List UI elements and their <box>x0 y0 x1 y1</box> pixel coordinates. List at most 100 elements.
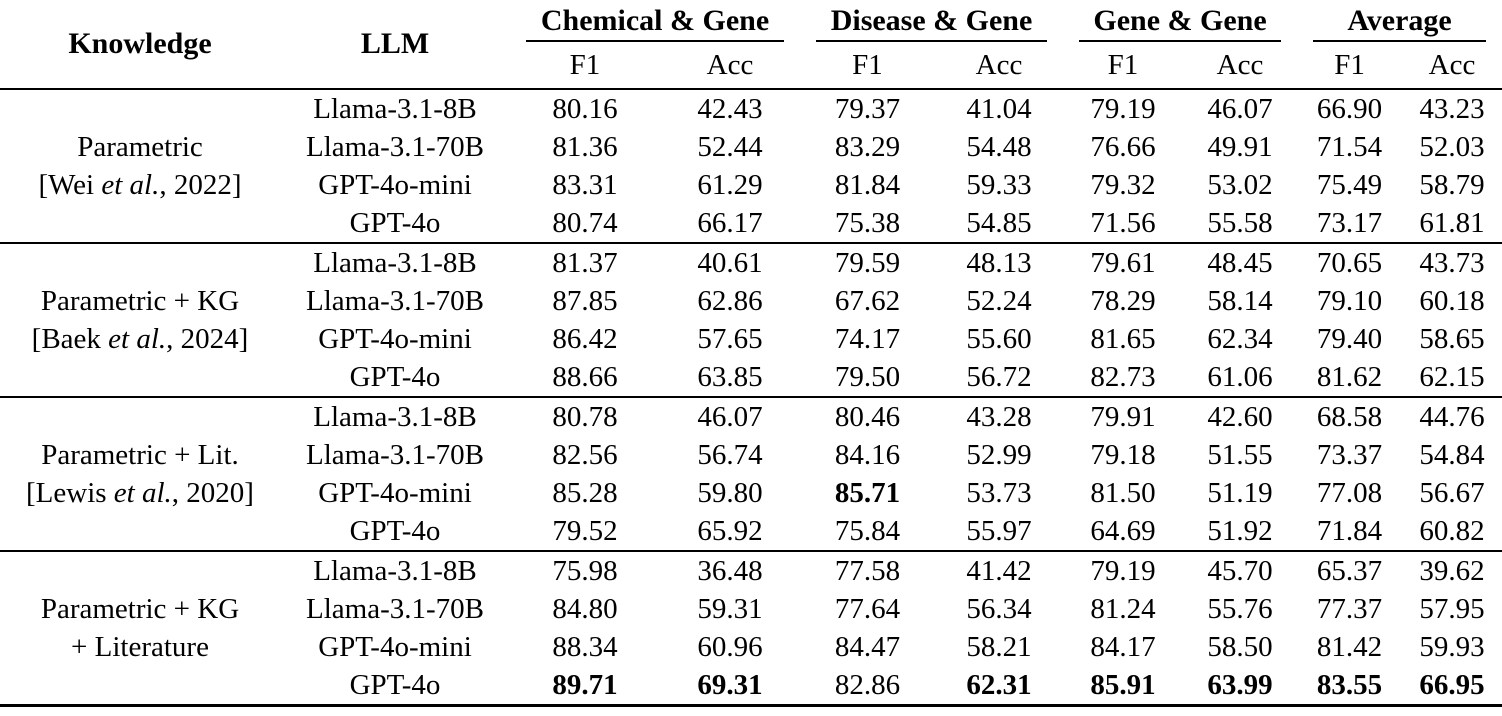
metric-value: 56.72 <box>966 360 1032 393</box>
table-row: Llama-3.1-70B 81.36 52.44 83.29 54.48 76.66 49… <box>0 128 1502 166</box>
metric-value: 79.52 <box>552 514 618 547</box>
col-header-knowledge: Knowledge <box>68 27 212 60</box>
metric-value: 79.19 <box>1090 92 1156 125</box>
llm-name: Llama-3.1-70B <box>306 130 484 163</box>
citation-suffix: , 2024] <box>166 323 249 355</box>
metric-value: 60.18 <box>1419 284 1485 317</box>
metric-value: 77.08 <box>1316 476 1383 509</box>
metric-value: 45.70 <box>1207 554 1273 587</box>
metric-value: 71.84 <box>1316 514 1383 547</box>
metric-value: 85.91 <box>1090 668 1156 701</box>
citation-et-al: et al. <box>108 323 167 355</box>
row-group-2: Parametric + Lit. [Lewis et al., 2020] Lla… <box>0 397 1502 551</box>
metric-value: 82.73 <box>1090 360 1156 393</box>
llm-name: GPT-4o <box>349 360 441 393</box>
llm-name: Llama-3.1-8B <box>313 554 477 587</box>
metric-value: 84.17 <box>1090 630 1156 663</box>
metric-value: 52.24 <box>966 284 1032 317</box>
metric-value: 81.24 <box>1090 592 1156 625</box>
row-group-1: Parametric + KG [Baek et al., 2024] Llama-… <box>0 243 1502 397</box>
metric-value: 55.58 <box>1207 206 1273 239</box>
citation-suffix: , 2022] <box>159 169 242 201</box>
metric-value: 84.80 <box>552 592 618 625</box>
metric-value: 54.85 <box>966 206 1032 239</box>
metric-value: 58.21 <box>966 630 1032 663</box>
citation-suffix: , 2020] <box>171 477 254 509</box>
cmidrule <box>1079 40 1282 42</box>
llm-name: GPT-4o-mini <box>318 168 472 201</box>
metric-value: 55.97 <box>966 514 1032 547</box>
knowledge-line2: + Literature <box>0 628 280 666</box>
metric-value: 64.69 <box>1090 514 1156 547</box>
table-row: Llama-3.1-70B 87.85 62.86 67.62 52.24 78.29 58… <box>0 282 1502 320</box>
table-row: Parametric + KG + Literature Llama-3.1-8B 7… <box>0 551 1502 663</box>
metric-value: 53.73 <box>966 476 1032 509</box>
metric-value: 67.62 <box>834 284 901 317</box>
metric-value: 56.67 <box>1419 476 1485 509</box>
metric-value: 82.56 <box>552 438 618 471</box>
metric-value: 61.29 <box>697 168 763 201</box>
group-header-row: Knowledge LLM Chemical & Gene Disease & … <box>0 0 1502 60</box>
group-header-disease-gene: Disease & Gene <box>800 0 1063 42</box>
metric-value: 62.86 <box>697 284 763 317</box>
subheader-acc: Acc <box>975 48 1023 81</box>
subheader-f1: F1 <box>1107 48 1139 81</box>
subheader-acc: Acc <box>1428 48 1476 81</box>
metric-value: 44.76 <box>1419 400 1485 433</box>
group-header-average: Average <box>1297 0 1502 42</box>
cmidrule <box>526 40 784 42</box>
metric-value: 46.07 <box>1207 92 1273 125</box>
table-row: GPT-4o 79.52 65.92 75.84 55.97 64.69 51.92 71.8… <box>0 512 1502 551</box>
metric-value: 54.84 <box>1419 438 1485 471</box>
table-row: GPT-4o 88.66 63.85 79.50 56.72 82.73 61.06 81.6… <box>0 358 1502 397</box>
metric-value: 62.34 <box>1207 322 1273 355</box>
metric-value: 77.64 <box>834 592 901 625</box>
subheader-acc: Acc <box>1216 48 1264 81</box>
metric-value: 88.34 <box>552 630 618 663</box>
subheader-f1: F1 <box>1334 48 1365 81</box>
metric-value: 58.65 <box>1419 322 1485 355</box>
metric-value: 40.61 <box>697 246 763 279</box>
metric-value: 79.18 <box>1090 438 1156 471</box>
metric-value: 81.62 <box>1316 360 1383 393</box>
llm-name: Llama-3.1-70B <box>306 284 484 317</box>
metric-value: 81.42 <box>1316 630 1383 663</box>
metric-value: 80.74 <box>552 206 618 239</box>
metric-value: 66.95 <box>1419 668 1485 701</box>
metric-value: 43.73 <box>1419 246 1485 279</box>
metric-value: 83.31 <box>552 168 618 201</box>
subheader-f1: F1 <box>852 48 883 81</box>
metric-value: 83.29 <box>834 130 901 163</box>
metric-value: 58.50 <box>1207 630 1273 663</box>
metric-value: 81.65 <box>1090 322 1156 355</box>
table-row: GPT-4o 89.71 69.31 82.86 62.31 85.91 63.99 83.5… <box>0 666 1502 706</box>
metric-value: 86.42 <box>552 322 618 355</box>
metric-value: 51.19 <box>1207 476 1273 509</box>
metric-value: 65.37 <box>1316 554 1383 587</box>
llm-name: GPT-4o-mini <box>318 476 472 509</box>
metric-value: 65.92 <box>697 514 763 547</box>
metric-value: 42.60 <box>1207 400 1273 433</box>
metric-value: 43.23 <box>1419 92 1485 125</box>
metric-value: 60.82 <box>1419 514 1485 547</box>
metric-value: 79.50 <box>834 360 901 393</box>
metric-value: 59.80 <box>697 476 763 509</box>
knowledge-line2: [Wei et al., 2022] <box>0 166 280 204</box>
llm-name: Llama-3.1-8B <box>313 400 477 433</box>
metric-value: 61.81 <box>1419 206 1485 239</box>
metric-value: 75.84 <box>834 514 901 547</box>
llm-name: Llama-3.1-70B <box>306 592 484 625</box>
subheader-f1: F1 <box>569 48 601 81</box>
table-row: Parametric + KG [Baek et al., 2024] Llama-… <box>0 243 1502 355</box>
metric-value: 80.16 <box>552 92 618 125</box>
metric-value: 75.38 <box>834 206 901 239</box>
knowledge-line2: [Lewis et al., 2020] <box>0 474 280 512</box>
llm-name: GPT-4o-mini <box>318 630 472 663</box>
metric-value: 49.91 <box>1207 130 1273 163</box>
table-header: Knowledge LLM Chemical & Gene Disease & … <box>0 0 1502 89</box>
table-row: Llama-3.1-70B 82.56 56.74 84.16 52.99 79.18 51… <box>0 436 1502 474</box>
metric-value: 79.32 <box>1090 168 1156 201</box>
metric-value: 81.84 <box>834 168 901 201</box>
knowledge-line1: Parametric + KG <box>40 285 240 317</box>
metric-value: 89.71 <box>552 668 618 701</box>
